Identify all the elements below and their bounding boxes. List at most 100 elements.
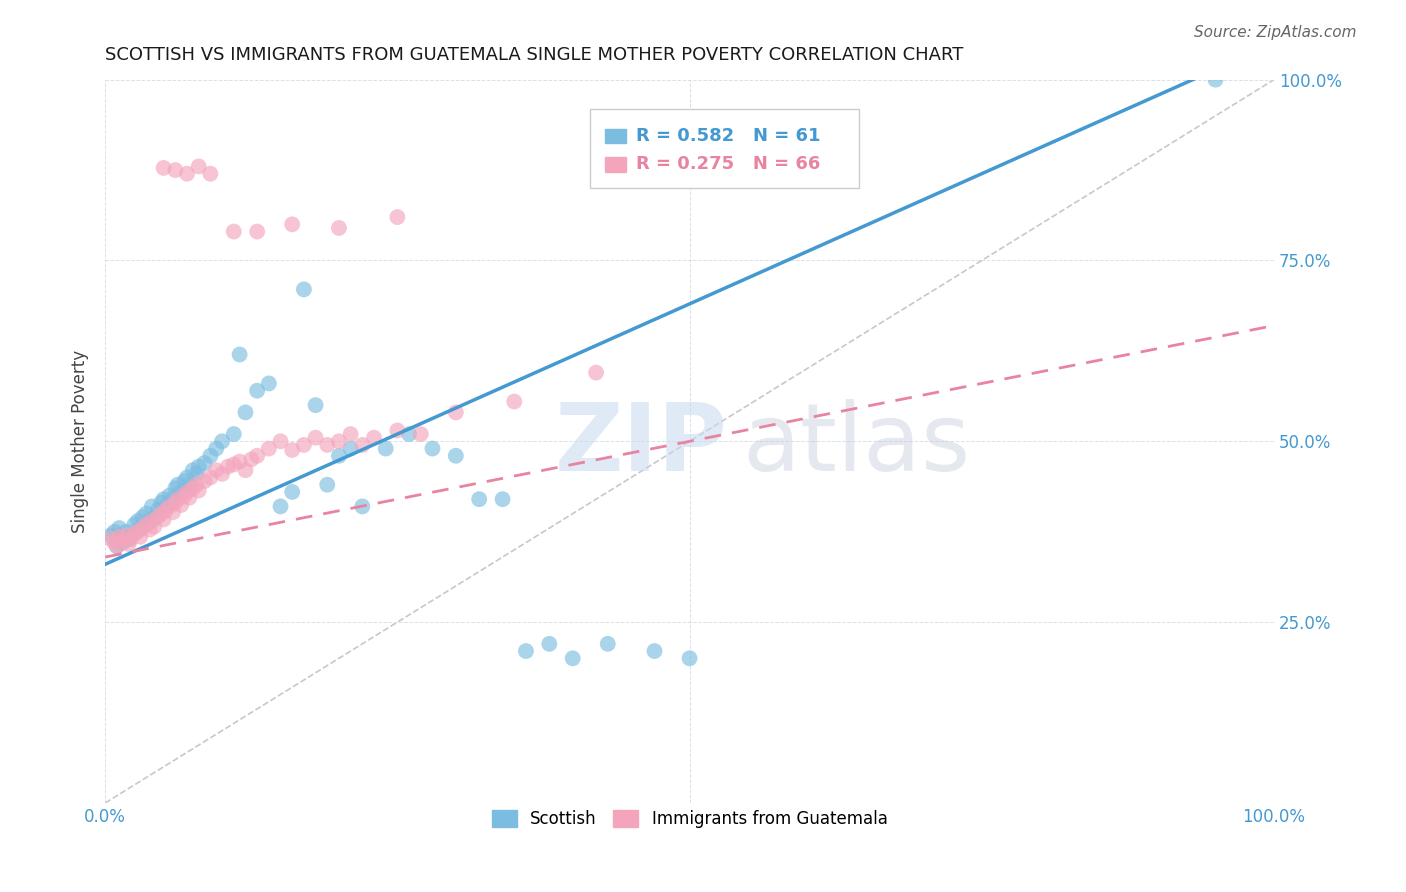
Point bbox=[257, 376, 280, 391]
Text: R = 0.275   N = 66: R = 0.275 N = 66 bbox=[636, 155, 820, 173]
Point bbox=[292, 282, 315, 296]
Point bbox=[152, 512, 174, 526]
Point bbox=[143, 510, 166, 524]
Point bbox=[165, 496, 187, 510]
Point bbox=[422, 442, 444, 456]
Point bbox=[398, 427, 420, 442]
Point bbox=[111, 534, 134, 549]
Point bbox=[179, 477, 201, 491]
Point bbox=[222, 225, 245, 239]
Point bbox=[281, 442, 304, 457]
Point bbox=[152, 161, 174, 175]
Point bbox=[105, 539, 128, 553]
Point bbox=[162, 505, 184, 519]
Point bbox=[120, 528, 142, 542]
Point bbox=[316, 477, 339, 491]
Point bbox=[538, 637, 561, 651]
Point bbox=[111, 535, 134, 549]
Point bbox=[644, 644, 666, 658]
Point bbox=[187, 459, 209, 474]
Point bbox=[561, 651, 583, 665]
Point bbox=[131, 510, 153, 524]
Text: ZIP: ZIP bbox=[555, 399, 728, 491]
Point bbox=[246, 449, 269, 463]
Point bbox=[228, 347, 250, 361]
Point bbox=[181, 463, 204, 477]
Point bbox=[127, 514, 149, 528]
Point bbox=[235, 463, 257, 477]
Point bbox=[166, 477, 188, 491]
Point bbox=[491, 492, 513, 507]
Point bbox=[222, 427, 245, 442]
Point bbox=[166, 492, 188, 507]
Point bbox=[304, 398, 326, 412]
Point bbox=[328, 221, 350, 235]
Point bbox=[138, 514, 160, 528]
Point bbox=[339, 442, 361, 456]
Point bbox=[141, 514, 163, 528]
Point bbox=[186, 477, 208, 491]
Point bbox=[503, 394, 526, 409]
Text: atlas: atlas bbox=[742, 399, 970, 491]
Point bbox=[444, 405, 467, 419]
Point bbox=[155, 500, 177, 514]
Point bbox=[131, 521, 153, 535]
Point bbox=[129, 521, 152, 535]
Point bbox=[176, 167, 198, 181]
Point bbox=[444, 449, 467, 463]
Point bbox=[515, 644, 537, 658]
Point bbox=[141, 500, 163, 514]
Point bbox=[176, 470, 198, 484]
Point bbox=[678, 651, 700, 665]
Point bbox=[235, 405, 257, 419]
Text: SCOTTISH VS IMMIGRANTS FROM GUATEMALA SINGLE MOTHER POVERTY CORRELATION CHART: SCOTTISH VS IMMIGRANTS FROM GUATEMALA SI… bbox=[105, 46, 963, 64]
Point bbox=[143, 519, 166, 533]
Point bbox=[205, 442, 228, 456]
Point bbox=[150, 507, 173, 521]
Point bbox=[228, 454, 250, 468]
Point bbox=[152, 492, 174, 507]
Point bbox=[200, 449, 222, 463]
Point bbox=[187, 483, 209, 498]
Point bbox=[108, 530, 131, 544]
Point bbox=[270, 500, 292, 514]
Point bbox=[200, 167, 222, 181]
Point bbox=[176, 485, 198, 500]
Text: R = 0.582   N = 61: R = 0.582 N = 61 bbox=[636, 127, 820, 145]
Point bbox=[281, 217, 304, 231]
Point bbox=[200, 470, 222, 484]
Point bbox=[162, 492, 184, 507]
Point bbox=[117, 532, 139, 546]
Point bbox=[281, 485, 304, 500]
Point bbox=[193, 474, 215, 488]
Point bbox=[339, 427, 361, 442]
Point bbox=[103, 535, 125, 549]
Point bbox=[328, 449, 350, 463]
Point bbox=[246, 225, 269, 239]
Point bbox=[257, 442, 280, 456]
Point bbox=[170, 498, 193, 512]
Point bbox=[150, 496, 173, 510]
Point bbox=[270, 434, 292, 449]
Point bbox=[105, 539, 128, 553]
Point bbox=[217, 459, 239, 474]
Legend: Scottish, Immigrants from Guatemala: Scottish, Immigrants from Guatemala bbox=[485, 803, 894, 834]
Bar bbox=[606, 128, 627, 144]
Point bbox=[129, 530, 152, 544]
Point bbox=[127, 524, 149, 539]
Point bbox=[186, 467, 208, 481]
FancyBboxPatch shape bbox=[591, 109, 859, 188]
Point bbox=[173, 489, 195, 503]
Point bbox=[146, 503, 169, 517]
Point bbox=[585, 366, 607, 380]
Point bbox=[352, 500, 374, 514]
Point bbox=[211, 467, 233, 481]
Point bbox=[135, 517, 157, 532]
Point bbox=[352, 438, 374, 452]
Point bbox=[135, 507, 157, 521]
Point bbox=[124, 517, 146, 532]
Point bbox=[100, 528, 122, 542]
Point bbox=[1205, 72, 1227, 87]
Point bbox=[155, 503, 177, 517]
Point bbox=[304, 431, 326, 445]
